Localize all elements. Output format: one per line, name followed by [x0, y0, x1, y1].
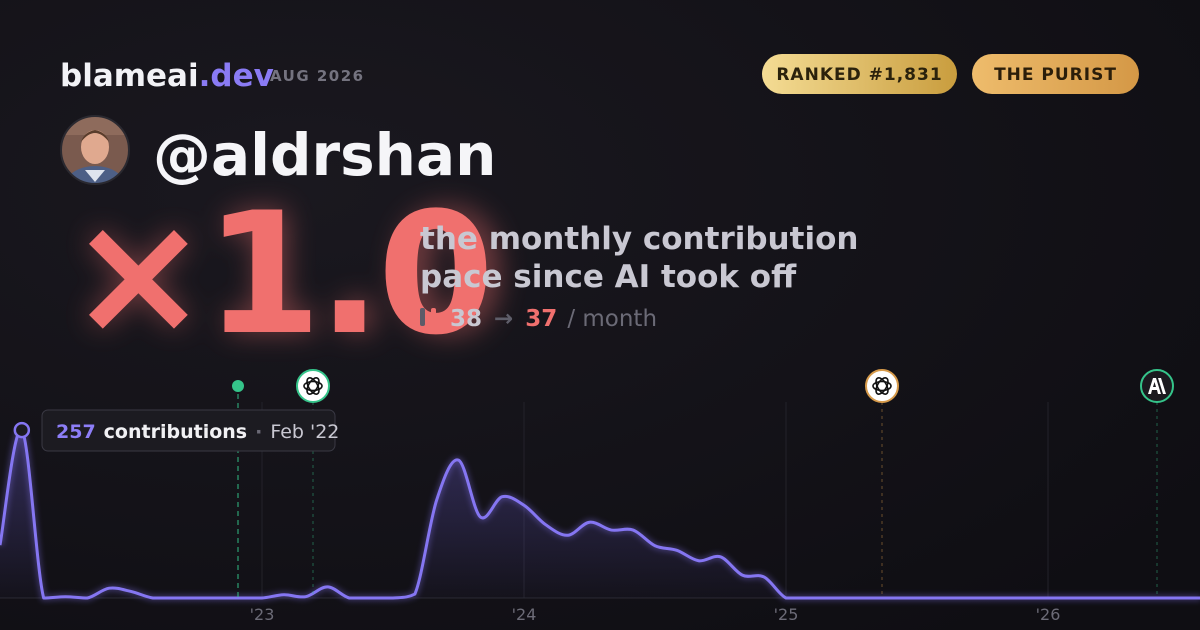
pace-arrow: →: [494, 306, 513, 332]
after-icon: [431, 308, 436, 326]
brand: blameai.dev: [60, 58, 274, 94]
multiplier: ×1.0: [68, 176, 490, 372]
event-dot: [232, 380, 244, 392]
pace-stats: 38 → 37 / month: [450, 306, 657, 332]
tooltip-box: [41, 409, 336, 452]
event-markers: [232, 369, 1174, 598]
tooltip-label: contributions: [104, 421, 247, 443]
rank-badge-text: RANKED #1,831: [776, 65, 942, 85]
tooltip: 257 contributions · Feb '22: [41, 409, 339, 452]
x-tick-label: '23: [250, 605, 275, 624]
handle: @aldrshan: [153, 121, 496, 189]
archetype-badge-text: THE PURIST: [994, 65, 1117, 85]
multiplier-glow: ×1.0: [68, 176, 506, 372]
period: AUG 2026: [270, 67, 365, 85]
tooltip-value: 257: [56, 421, 96, 443]
chart: '23 '24 '25 '26: [0, 402, 1200, 624]
x-tick-label: '26: [1036, 605, 1061, 624]
tooltip-separator: ·: [255, 421, 262, 443]
openai-icon: [296, 369, 330, 403]
rank-badge: [762, 54, 957, 94]
description-line: the monthly contribution: [420, 221, 858, 257]
description-line: pace since AI took off: [420, 259, 797, 295]
archetype-badge: [972, 54, 1139, 94]
pace-unit: / month: [567, 306, 657, 332]
line: [0, 428, 1200, 600]
openai-icon: [865, 369, 899, 403]
tooltip-text: 257 contributions · Feb '22: [56, 421, 339, 443]
x-tick-label: '25: [774, 605, 799, 624]
area-fill: [0, 430, 1200, 598]
tooltip-date: Feb '22: [270, 421, 339, 443]
anthropic-icon: [1140, 369, 1174, 403]
brand-tld: .dev: [199, 58, 274, 94]
x-tick-label: '24: [512, 605, 537, 624]
before-icon: [420, 308, 425, 326]
pace-after: 37: [525, 306, 557, 332]
pace-before: 38: [450, 306, 482, 332]
highlight-point: [13, 421, 31, 439]
avatar-ring: [60, 115, 130, 185]
brand-name: blameai: [60, 58, 199, 94]
